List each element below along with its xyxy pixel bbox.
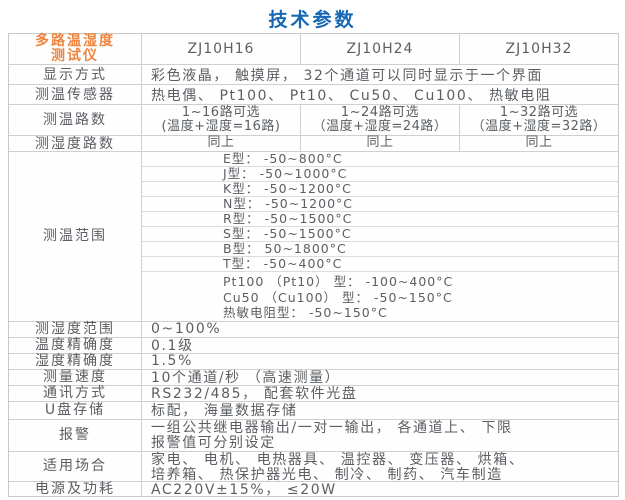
row-value: 标配， 海量数据存储 (141, 401, 618, 419)
range-j-type: J型： -50~1000°C (142, 167, 618, 182)
row-applications: 适用场合 家电、 电机、 电热器具、 温控器、 变压器、 烘箱、 培养箱、 热保… (9, 450, 618, 483)
range-cu50: Cu50 （Cu100） 型： -50~150°C (223, 289, 453, 305)
row-temp-channels: 测温路数 1~16路可选 (温度+湿度=16路) 1~24路可选 （温度+湿度=… (9, 104, 618, 135)
applications-line1: 家电、 电机、 电热器具、 温控器、 变压器、 烘箱、 (151, 451, 525, 468)
row-label: 测温范围 (43, 228, 107, 245)
option-line1: 1~16路可选 (181, 104, 261, 120)
row-measure-speed: 测量速度 10个通道/秒 （高速测量） (9, 368, 618, 386)
row-value: 彩色液晶， 触摸屏， 32个通道可以同时显示于一个界面 (141, 65, 618, 84)
option-line1: 1~32路可选 (499, 104, 579, 120)
row-alarm: 报警 一组公共继电器输出/一对一输出， 各通道上、 下限 报警值可分别设定 (9, 418, 618, 451)
page-title: 技术参数 (268, 9, 357, 31)
applications-line2: 培养箱、 热保护器光电、 制冷、 制药、 汽车制造 (151, 466, 503, 483)
range-pt100: Pt100 （Pt10） 型： -100~400°C (223, 274, 454, 289)
row-label: 适用场合 (43, 458, 107, 474)
range-s-type: S型： -50~1500°C (142, 227, 618, 242)
row-label: 测湿度范围 (35, 321, 115, 337)
alarm-value: 一组公共继电器输出/一对一输出， 各通道上、 下限 报警值可分别设定 (141, 419, 618, 451)
range-n-type: N型： -50~1200°C (142, 197, 618, 212)
same-as-above-cell: 同上 (141, 136, 300, 151)
range-r-type: R型： -50~1500°C (142, 212, 618, 227)
row-humidity-channels: 测湿度路数 同上 同上 同上 (9, 135, 618, 152)
alarm-line2: 报警值可分别设定 (151, 434, 276, 451)
row-communication: 通讯方式 RS232/485， 配套软件光盘 (9, 384, 618, 402)
row-value: 热电偶、 Pt100、 Pt10、 Cu50、 Cu100、 热敏电阻 (141, 85, 618, 104)
row-label: 电源及功耗 (35, 480, 115, 497)
row-humidity-range: 测湿度范围 0~100% (9, 320, 618, 337)
range-b-type: B型： 50~1800°C (142, 242, 618, 257)
row-value: AC220V±15%， ≤20W (141, 481, 618, 498)
range-e-type: E型： -50~800°C (142, 152, 618, 167)
row-label: 湿度精确度 (35, 353, 115, 369)
range-t-type: T型： -50~400°C (142, 257, 618, 272)
table-header-row: 多路温湿度 测试仪 ZJ10H16 ZJ10H24 ZJ10H32 (9, 34, 618, 64)
product-name-line2: 测试仪 (51, 48, 99, 64)
same-as-above-cell: 同上 (300, 136, 459, 151)
row-label: 通讯方式 (43, 385, 107, 401)
model-name-zj10h16: ZJ10H16 (141, 34, 300, 64)
spec-table: 多路温湿度 测试仪 ZJ10H16 ZJ10H24 ZJ10H32 显示方式 彩… (8, 33, 619, 498)
row-power: 电源及功耗 AC220V±15%， ≤20W (9, 480, 618, 498)
row-temp-accuracy: 温度精确度 0.1级 (9, 336, 618, 354)
model-name-zj10h32: ZJ10H32 (459, 34, 618, 64)
row-label: 显示方式 (43, 66, 107, 83)
row-usb-storage: U盘存储 标配， 海量数据存储 (9, 400, 618, 419)
row-display-method: 显示方式 彩色液晶， 触摸屏， 32个通道可以同时显示于一个界面 (9, 64, 618, 84)
channels-option-32: 1~32路可选 （温度+湿度=32路） (459, 105, 618, 135)
product-name-cell: 多路温湿度 测试仪 (9, 34, 141, 64)
applications-value: 家电、 电机、 电热器具、 温控器、 变压器、 烘箱、 培养箱、 热保护器光电、… (141, 451, 618, 483)
model-name-zj10h24: ZJ10H24 (300, 34, 459, 64)
row-label: 温度精确度 (35, 337, 115, 353)
row-label: 报警 (59, 427, 91, 443)
row-label: 测温路数 (43, 112, 107, 128)
option-line2: （温度+湿度=32路） (471, 119, 607, 134)
same-as-above-cell: 同上 (459, 136, 618, 151)
row-humidity-accuracy: 湿度精确度 1.5% (9, 352, 618, 369)
range-rtd-block: Pt100 （Pt10） 型： -100~400°C Cu50 （Cu100） … (142, 272, 618, 321)
row-temp-sensor: 测温传感器 热电偶、 Pt100、 Pt10、 Cu50、 Cu100、 热敏电… (9, 84, 618, 104)
channels-option-24: 1~24路可选 （温度+湿度=24路） (300, 105, 459, 135)
option-line2: （温度+湿度=24路） (312, 119, 448, 134)
row-label: U盘存储 (44, 402, 106, 418)
row-value: 0~100% (141, 321, 618, 337)
row-value: 1.5% (141, 353, 618, 369)
option-line2: (温度+湿度=16路) (161, 119, 281, 134)
range-k-type: K型： -50~1200°C (142, 182, 618, 197)
row-label: 测量速度 (43, 369, 107, 385)
channels-option-16: 1~16路可选 (温度+湿度=16路) (141, 105, 300, 135)
row-value: RS232/485， 配套软件光盘 (141, 385, 618, 402)
range-thermistor: 热敏电阻型： -50~150°C (223, 305, 388, 320)
temp-range-values: E型： -50~800°C J型： -50~1000°C K型： -50~120… (141, 152, 618, 321)
product-name-line1: 多路温湿度 (35, 33, 115, 49)
row-label: 测湿度路数 (35, 135, 115, 152)
row-label: 测温传感器 (35, 86, 115, 103)
row-temp-range: 测温范围 E型： -50~800°C J型： -50~1000°C K型： -5… (9, 151, 618, 321)
row-value: 0.1级 (141, 337, 618, 354)
option-line1: 1~24路可选 (340, 104, 420, 120)
alarm-line1: 一组公共继电器输出/一对一输出， 各通道上、 下限 (151, 419, 513, 436)
row-value: 10个通道/秒 （高速测量） (141, 369, 618, 386)
